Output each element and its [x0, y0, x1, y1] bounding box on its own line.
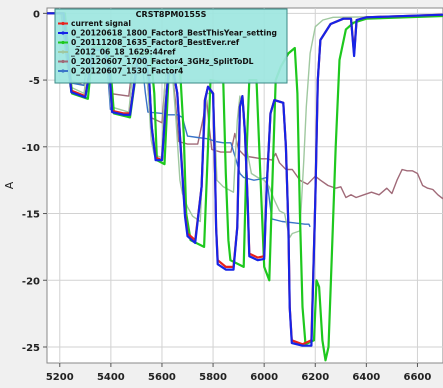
y-tick-label: 0: [33, 9, 40, 20]
x-tick-label: 6200: [301, 372, 329, 383]
legend-marker: [61, 31, 65, 35]
legend-title: CRST8PM0155S: [136, 10, 207, 19]
legend-marker: [61, 50, 65, 54]
legend-marker: [61, 59, 65, 64]
y-tick-label: -10: [22, 143, 40, 154]
x-tick-label: 5800: [199, 372, 227, 383]
x-tick-label: 5200: [46, 372, 74, 383]
series-line: [47, 12, 443, 362]
x-tick-label: 6000: [250, 372, 278, 383]
y-tick-label: -5: [29, 76, 40, 87]
legend-entry: _2012_06_18_1629:44ref: [71, 48, 176, 57]
legend-entry: current signal: [71, 19, 131, 28]
y-axis-label: A: [3, 181, 16, 189]
legend-box: [54, 8, 288, 84]
y-tick-label: -25: [22, 343, 40, 354]
legend-marker: [61, 69, 65, 73]
legend-entry: 0_20120607_1530_Factor4: [71, 67, 183, 76]
legend-items: current signal0_20120618_1800_Factor8_Be…: [58, 19, 277, 76]
legend-marker: [61, 40, 65, 45]
axes: 5200 5400 5600 5800 6000 6200 6400 6600 0 -5 -10 -1…: [22, 9, 431, 383]
y-tick-label: -20: [22, 276, 40, 287]
y-tick-label: -15: [22, 210, 40, 221]
legend: CRST8PM0155S current signal0_20120618_18…: [54, 8, 288, 84]
x-tick-label: 6600: [404, 372, 432, 383]
x-tick-label: 5400: [97, 372, 125, 383]
legend-entry: 0_20120607_1700_Factor4_3GHz_SplitToDL: [71, 57, 254, 66]
series-line: [47, 12, 443, 347]
x-tick-label: 5600: [148, 372, 176, 383]
legend-marker: [61, 21, 65, 26]
legend-entry: 0_20120618_1800_Factor8_BestThisYear_set…: [71, 29, 277, 38]
x-tick-label: 6400: [352, 372, 380, 383]
legend-entry: 0_20111208_1635_Factor8_BestEver.ref: [71, 38, 240, 47]
